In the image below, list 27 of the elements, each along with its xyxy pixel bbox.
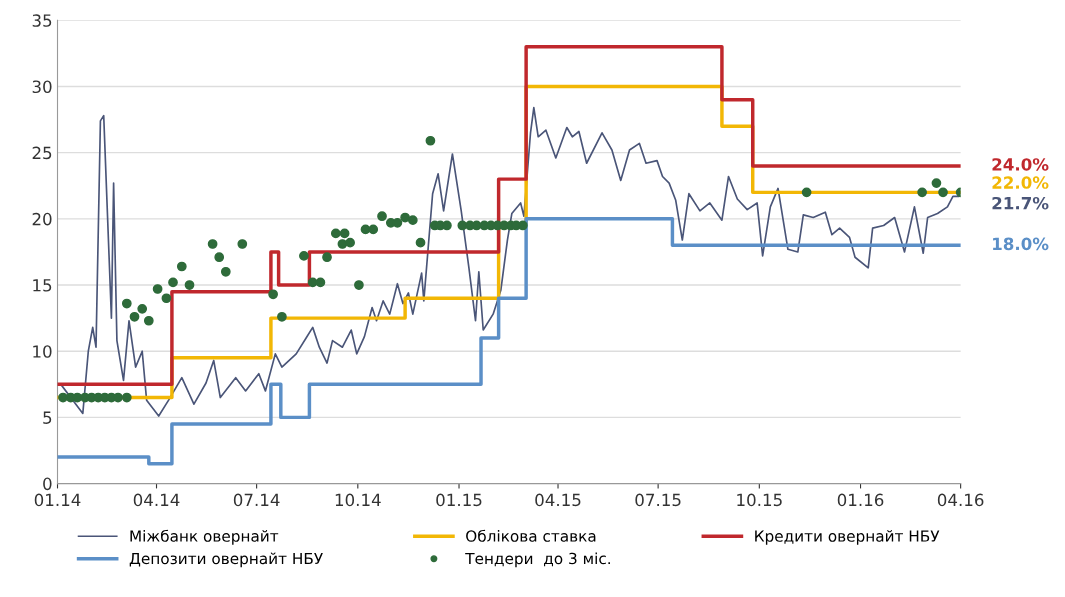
y-tick-label: 15: [33, 279, 52, 292]
y-tick-label: 25: [32, 146, 52, 160]
x-tick-label: 01.14: [34, 493, 81, 507]
legend-label: Міжбанк овернайт: [130, 529, 279, 545]
x-tick-label: 04.14: [133, 493, 180, 507]
x-tick-label: 07.14: [233, 493, 280, 507]
y-tick-label: 20: [32, 212, 52, 226]
y-tick-label: 30: [32, 80, 52, 94]
x-tick-label: 10.15: [737, 493, 782, 507]
x-tick-label: 04.16: [937, 493, 984, 507]
annotation: 22.0%: [992, 176, 1049, 189]
x-tick-label: 01.15: [436, 493, 482, 507]
annotation: 18.0%: [993, 237, 1049, 251]
legend-label: Тендери до 3 міс.: [465, 552, 610, 568]
legend-label: Кредити овернайт НБУ: [755, 530, 940, 545]
annotation: 24.0%: [992, 158, 1049, 171]
y-tick-label: 0: [43, 477, 52, 491]
x-tick-label: 04.15: [535, 493, 581, 507]
x-tick-label: 01.16: [837, 493, 884, 507]
y-tick-label: 35: [32, 14, 52, 27]
y-tick-label: 10: [33, 345, 52, 358]
x-tick-label: 07.15: [635, 493, 681, 507]
legend-label: Депозити овернайт НБУ: [129, 552, 323, 568]
annotation: 21.7%: [992, 196, 1049, 210]
legend-label: Облікова ставка: [466, 529, 596, 542]
y-tick-label: 5: [43, 411, 52, 424]
x-tick-label: 10.14: [335, 493, 381, 507]
